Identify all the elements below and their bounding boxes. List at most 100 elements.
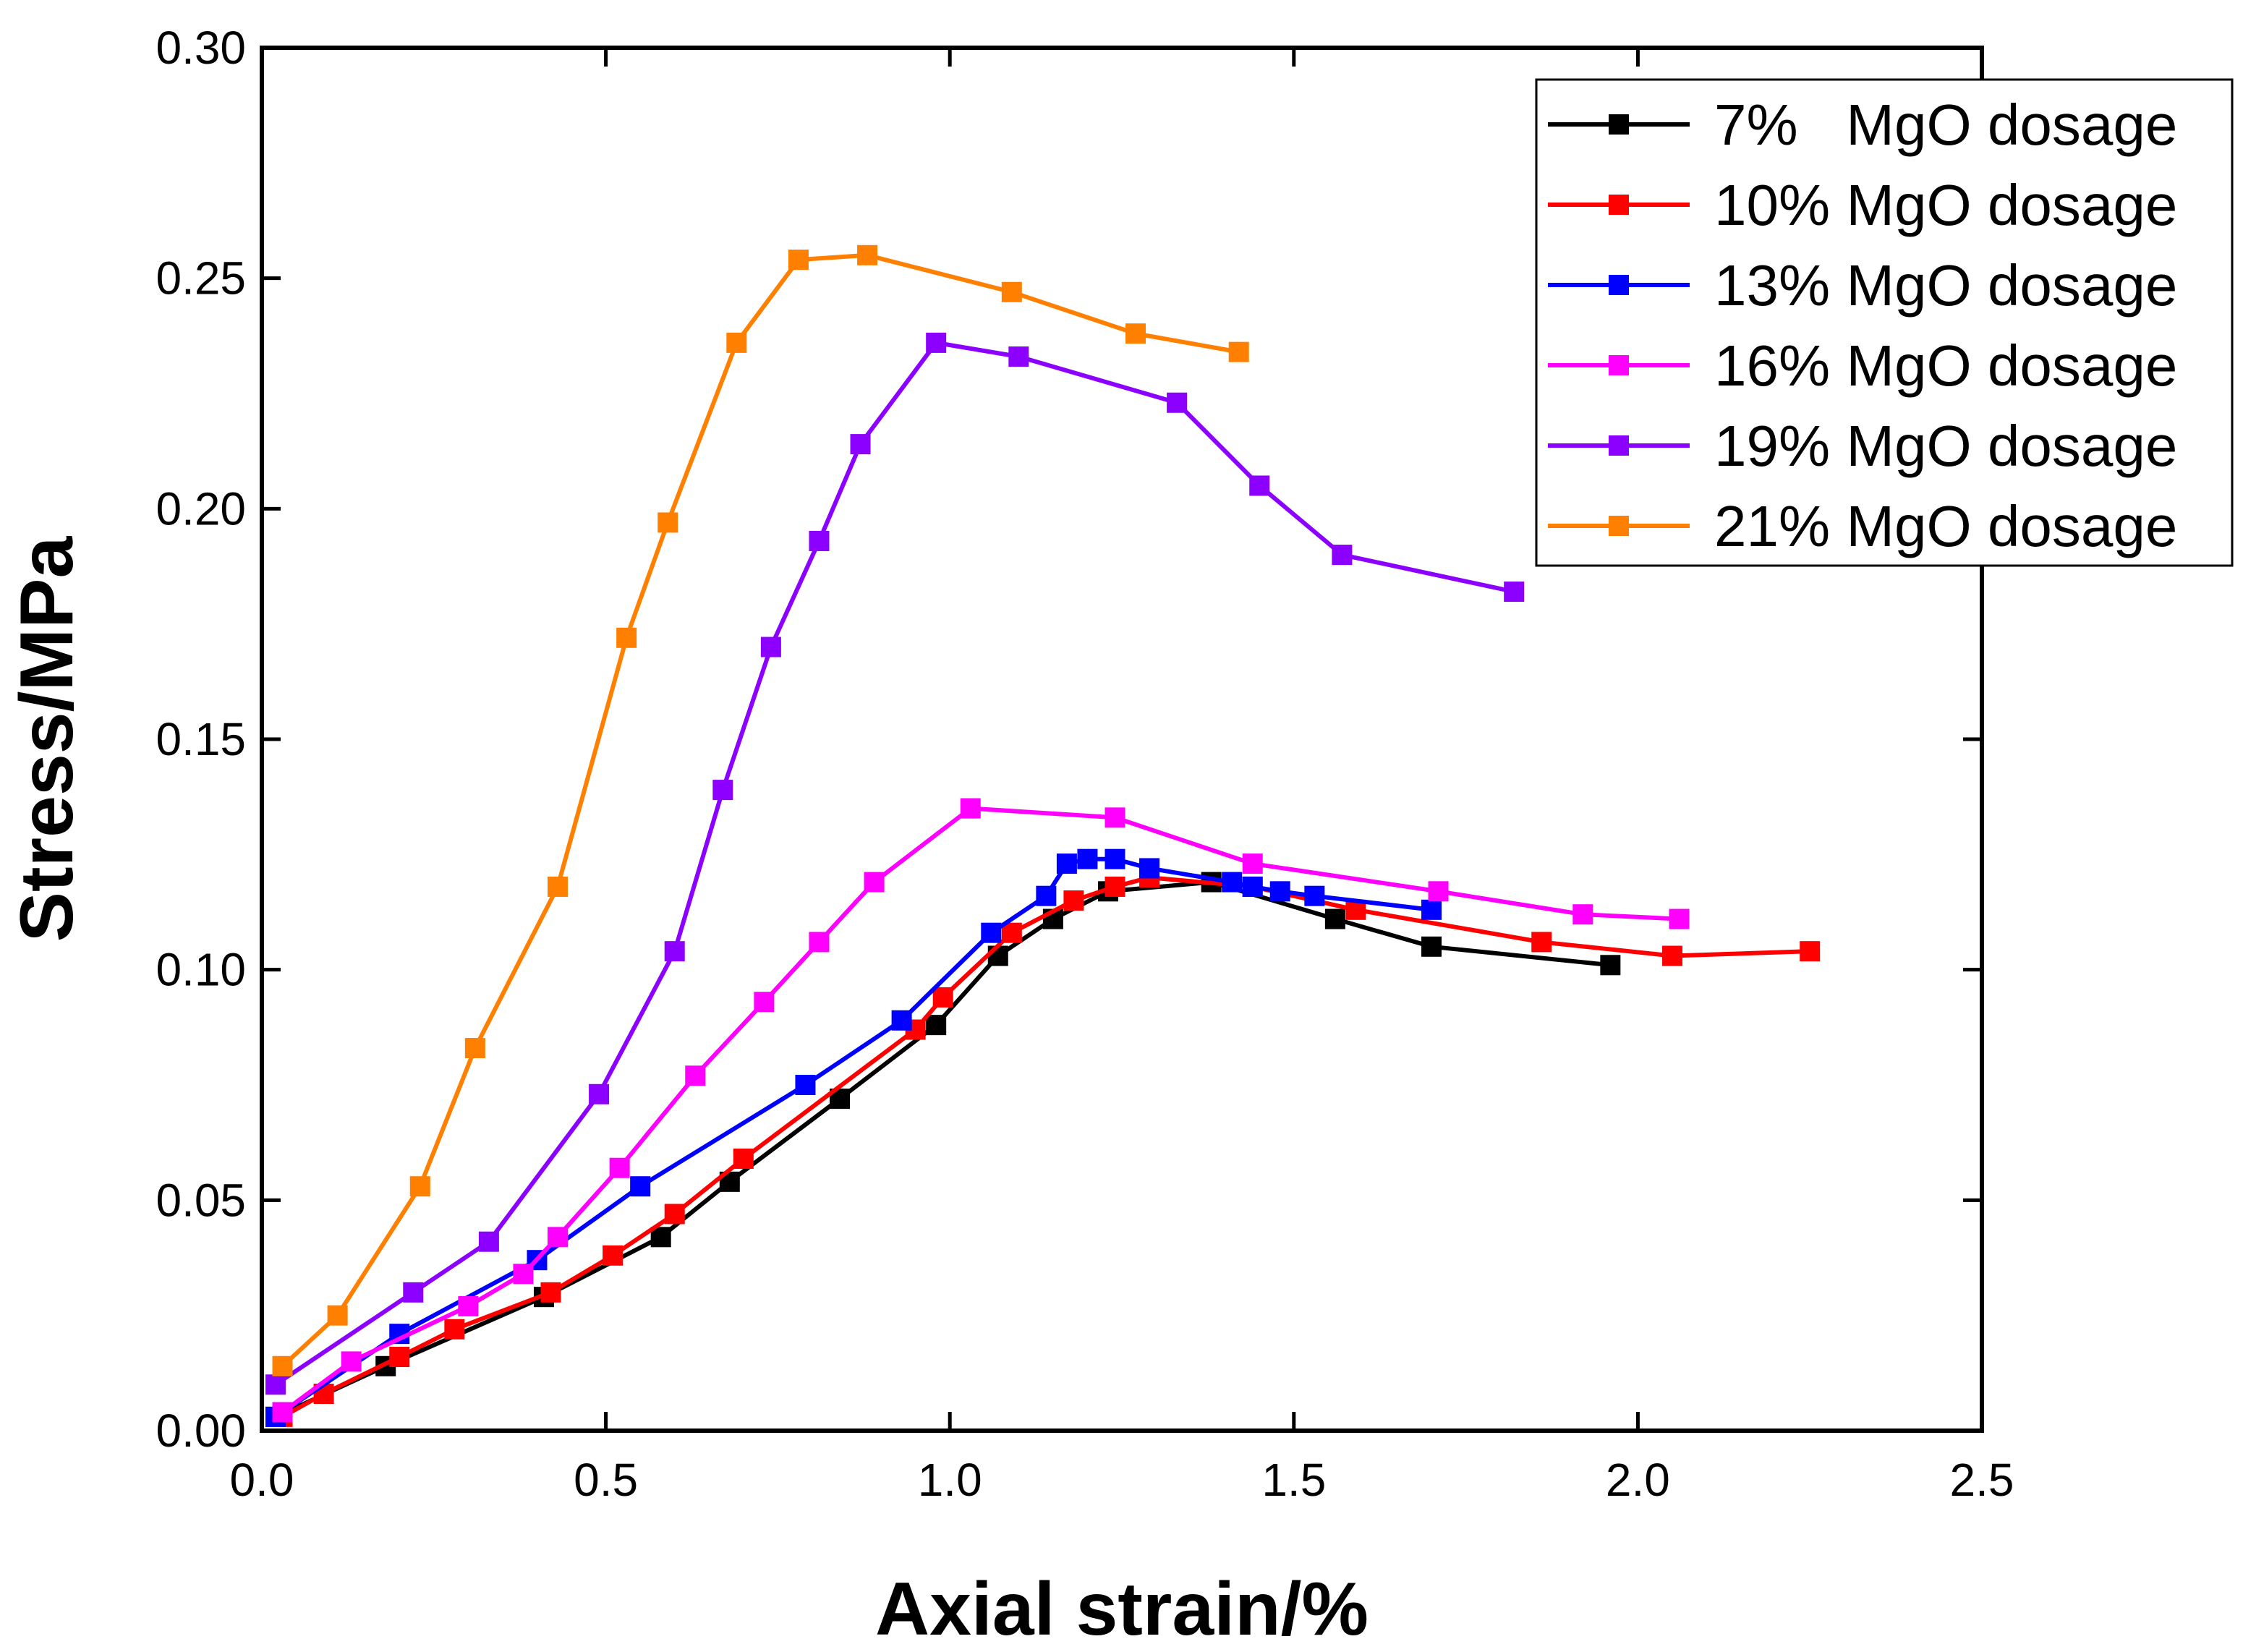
data-point	[1800, 941, 1821, 962]
data-point	[409, 1176, 430, 1197]
data-point	[478, 1231, 499, 1252]
series-5	[272, 244, 1249, 1376]
series-0	[265, 872, 1621, 1427]
data-point	[341, 1351, 362, 1372]
legend-label: 13% MgO dosage	[1714, 253, 2177, 318]
data-point	[1242, 853, 1263, 874]
data-point	[1421, 899, 1442, 920]
data-point	[664, 1204, 685, 1225]
data-point	[1105, 848, 1125, 869]
data-point	[1242, 876, 1263, 897]
data-point	[1056, 853, 1077, 874]
data-point	[1428, 881, 1449, 902]
series-3	[272, 798, 1690, 1423]
data-point	[664, 941, 685, 962]
y-tick-label: 0.15	[156, 713, 246, 765]
data-point	[864, 872, 885, 893]
data-point	[1228, 341, 1249, 362]
data-point	[1504, 582, 1525, 603]
y-tick-label: 0.05	[156, 1174, 246, 1226]
data-point	[603, 1245, 623, 1266]
data-point	[272, 1355, 293, 1376]
x-tick-label: 2.5	[1950, 1454, 2014, 1506]
data-point	[1001, 281, 1022, 302]
x-tick-label: 1.5	[1261, 1454, 1326, 1506]
data-point	[1139, 858, 1160, 879]
data-point	[1572, 904, 1593, 925]
legend-label: 16% MgO dosage	[1714, 333, 2177, 398]
data-point	[1332, 545, 1353, 566]
x-axis-title: Axial strain/%	[875, 1567, 1369, 1651]
data-point	[265, 1374, 286, 1395]
series-line	[274, 880, 1611, 1419]
y-tick-label: 0.30	[156, 22, 246, 74]
data-point	[327, 1305, 348, 1326]
data-point	[403, 1282, 424, 1303]
data-point	[1008, 346, 1029, 367]
series-1	[272, 867, 1821, 1427]
data-point	[1036, 885, 1057, 906]
data-point	[850, 434, 871, 455]
data-point	[1421, 936, 1442, 957]
data-point	[685, 1065, 706, 1086]
data-point	[712, 780, 733, 801]
y-axis-title: Stress/MPa	[5, 535, 89, 942]
data-point	[1531, 932, 1552, 953]
data-point	[1105, 807, 1125, 828]
data-point	[444, 1319, 465, 1340]
data-point	[795, 1075, 816, 1095]
y-tick-label: 0.20	[156, 482, 246, 535]
legend-label: 10% MgO dosage	[1714, 173, 2177, 237]
x-tick-label: 0.0	[230, 1454, 294, 1506]
data-point	[1304, 885, 1325, 906]
data-point	[760, 636, 781, 657]
data-point	[1661, 945, 1682, 966]
series-line	[281, 806, 1680, 1414]
legend-label: 21% MgO dosage	[1714, 494, 2177, 558]
legend-label: 19% MgO dosage	[1714, 414, 2177, 478]
data-point	[891, 1010, 912, 1031]
data-point	[932, 987, 953, 1008]
legend: 7% MgO dosage 10% MgO dosage 13% MgO dosag…	[1535, 78, 2234, 567]
data-point	[981, 922, 1002, 943]
series-line	[281, 875, 1810, 1419]
data-point	[513, 1264, 534, 1285]
data-point	[857, 244, 878, 265]
data-point	[1324, 908, 1345, 929]
data-point	[987, 945, 1008, 966]
plot-frame	[260, 46, 1984, 1433]
data-point	[548, 1227, 569, 1248]
data-point	[754, 992, 775, 1013]
legend-marker	[1609, 435, 1629, 456]
data-point	[960, 798, 981, 819]
data-point	[464, 1038, 485, 1059]
data-point	[1125, 323, 1146, 344]
data-point	[548, 876, 569, 897]
data-point	[926, 332, 947, 353]
data-point	[1222, 872, 1243, 893]
data-point	[657, 512, 678, 533]
data-point	[1105, 876, 1125, 897]
x-tick-label: 2.0	[1606, 1454, 1670, 1506]
legend-marker	[1609, 516, 1629, 536]
data-point	[630, 1176, 651, 1197]
data-point	[389, 1347, 410, 1368]
data-point	[788, 250, 809, 271]
data-point	[733, 1148, 754, 1169]
data-point	[1077, 848, 1098, 869]
data-point	[616, 627, 637, 648]
y-tick-label: 0.25	[156, 252, 246, 305]
data-point	[1167, 392, 1188, 413]
legend-marker	[1609, 275, 1629, 295]
legend-box	[1535, 78, 2234, 567]
data-point	[1669, 908, 1690, 929]
y-tick-label: 0.10	[156, 944, 246, 996]
legend-marker	[1609, 114, 1629, 135]
data-point	[726, 332, 747, 353]
data-point	[1600, 955, 1621, 976]
data-point	[1063, 890, 1084, 911]
y-tick-label: 0.00	[156, 1405, 246, 1457]
data-point	[1249, 475, 1270, 496]
data-point	[609, 1157, 630, 1178]
